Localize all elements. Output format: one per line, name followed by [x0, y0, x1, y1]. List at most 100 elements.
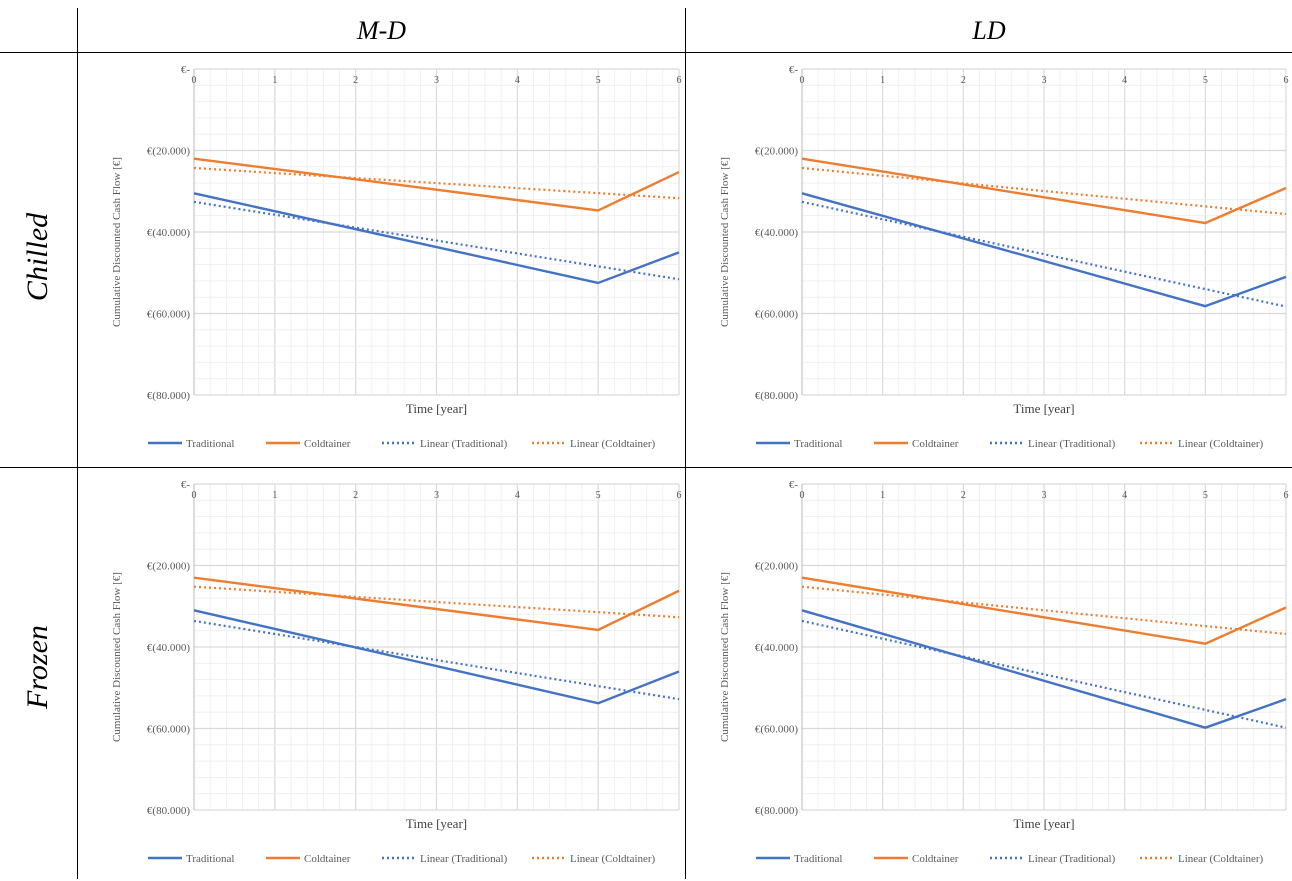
y-tick-label: €(40.000) [147, 642, 190, 654]
y-tick-label: €(20.000) [755, 561, 798, 573]
legend: Traditional Coldtainer Linear (Traditional… [148, 438, 656, 450]
chart-frozen-md: 0 1 2 3 4 5 6 €- €(20.000) €(40.000) €(60.000) €(80… [111, 479, 682, 865]
table-left-border [77, 8, 78, 879]
table-header-border [0, 52, 1292, 53]
series-line-traditional [193, 609, 680, 705]
x-tick-label: 6 [677, 75, 682, 86]
row-header-frozen: Frozen [21, 625, 54, 709]
x-tick-label: 6 [1284, 490, 1289, 501]
y-tick-label: €(80.000) [147, 390, 190, 402]
y-tick-label: €- [789, 64, 799, 76]
y-tick-label: €(40.000) [147, 227, 190, 239]
series-line-traditional [801, 609, 1287, 729]
y-tick-label: €(20.000) [147, 146, 190, 158]
chart-frozen-ld: 0 1 2 3 4 5 6 €- €(20.000) €(40.000) €(60.000) €(80… [719, 479, 1289, 865]
legend-entry: Traditional [186, 853, 235, 865]
x-tick-label: 1 [880, 75, 885, 86]
x-tick-label: 3 [434, 490, 439, 501]
y-tick-label: €(60.000) [755, 724, 798, 736]
series-line-linear-traditional [193, 619, 680, 701]
legend: Traditional Coldtainer Linear (Traditional… [756, 853, 1264, 865]
series-line-coldtainer [193, 576, 680, 632]
legend-entry: Linear (Coldtainer) [570, 853, 656, 865]
x-tick-label: 2 [353, 490, 358, 501]
grid [801, 483, 1287, 811]
x-tick-label: 5 [1203, 490, 1208, 501]
series-line-linear-coldtainer [193, 166, 680, 200]
y-tick-label: €(60.000) [755, 309, 798, 321]
legend-entry: Linear (Traditional) [420, 438, 508, 450]
x-tick-label: 5 [1203, 75, 1208, 86]
row-header-chilled: Chilled [21, 212, 54, 302]
legend-entry: Linear (Coldtainer) [1178, 438, 1264, 450]
series-line-linear-coldtainer [801, 166, 1287, 216]
legend-entry: Coldtainer [304, 438, 351, 450]
x-tick-label: 1 [272, 75, 277, 86]
x-tick-label: 0 [800, 490, 805, 501]
x-tick-label: 3 [434, 75, 439, 86]
series-line-coldtainer [193, 157, 680, 212]
legend-entry: Linear (Traditional) [420, 853, 508, 865]
x-axis-label: Time [year] [1013, 401, 1074, 416]
y-tick-label: €- [789, 479, 799, 491]
legend-entry: Linear (Coldtainer) [1178, 853, 1264, 865]
x-tick-label: 2 [353, 75, 358, 86]
legend: Traditional Coldtainer Linear (Traditional… [756, 438, 1264, 450]
x-axis-label: Time [year] [1013, 816, 1074, 831]
legend-entry: Coldtainer [912, 438, 959, 450]
series-line-coldtainer [801, 157, 1287, 225]
x-tick-label: 0 [192, 75, 197, 86]
x-tick-label: 0 [800, 75, 805, 86]
y-axis-label: Cumulative Discounted Cash Flow [€] [111, 157, 123, 327]
column-header-md: M-D [356, 16, 407, 45]
grid [193, 68, 680, 396]
x-tick-label: 6 [677, 490, 682, 501]
x-tick-label: 4 [1122, 75, 1127, 86]
series-line-linear-coldtainer [801, 585, 1287, 636]
y-tick-label: €(60.000) [147, 724, 190, 736]
legend-entry: Linear (Traditional) [1028, 853, 1116, 865]
legend-entry: Traditional [794, 438, 843, 450]
x-tick-label: 2 [961, 490, 966, 501]
x-tick-label: 3 [1042, 490, 1047, 501]
y-axis-label: Cumulative Discounted Cash Flow [€] [719, 157, 731, 327]
y-tick-label: €(40.000) [755, 642, 798, 654]
series-line-traditional [801, 192, 1287, 308]
legend-entry: Traditional [186, 438, 235, 450]
x-tick-label: 3 [1042, 75, 1047, 86]
x-tick-label: 0 [192, 490, 197, 501]
table-row-border [0, 467, 1292, 468]
chart-chilled-md: 0 1 2 3 4 5 6 €- €(20.000) €(40.000) €(60.000) €(80… [111, 64, 682, 450]
x-tick-label: 4 [1122, 490, 1127, 501]
chart-chilled-ld: 0 1 2 3 4 5 6 €- €(20.000) €(40.000) €(60.000) €(80… [719, 64, 1289, 450]
legend-entry: Traditional [794, 853, 843, 865]
legend-entry: Coldtainer [912, 853, 959, 865]
legend-entry: Linear (Coldtainer) [570, 438, 656, 450]
x-tick-label: 1 [272, 490, 277, 501]
y-tick-label: €- [181, 64, 191, 76]
x-tick-label: 1 [880, 490, 885, 501]
grid [801, 68, 1287, 396]
x-tick-label: 4 [515, 75, 520, 86]
table-middle-border [685, 8, 686, 879]
x-tick-label: 5 [596, 75, 601, 86]
column-header-ld: LD [972, 16, 1006, 45]
y-tick-label: €(60.000) [147, 309, 190, 321]
y-tick-label: €(20.000) [755, 146, 798, 158]
x-axis-label: Time [year] [406, 401, 467, 416]
series-line-linear-traditional [193, 200, 680, 281]
legend: Traditional Coldtainer Linear (Traditional… [148, 853, 656, 865]
y-axis-label: Cumulative Discounted Cash Flow [€] [719, 572, 731, 742]
y-tick-label: €(80.000) [147, 805, 190, 817]
y-tick-label: €(40.000) [755, 227, 798, 239]
y-tick-label: €- [181, 479, 191, 491]
x-axis-label: Time [year] [406, 816, 467, 831]
x-tick-label: 5 [596, 490, 601, 501]
y-tick-label: €(80.000) [755, 390, 798, 402]
x-tick-label: 6 [1284, 75, 1289, 86]
x-tick-label: 2 [961, 75, 966, 86]
legend-entry: Coldtainer [304, 853, 351, 865]
legend-entry: Linear (Traditional) [1028, 438, 1116, 450]
y-tick-label: €(80.000) [755, 805, 798, 817]
grid [193, 483, 680, 811]
